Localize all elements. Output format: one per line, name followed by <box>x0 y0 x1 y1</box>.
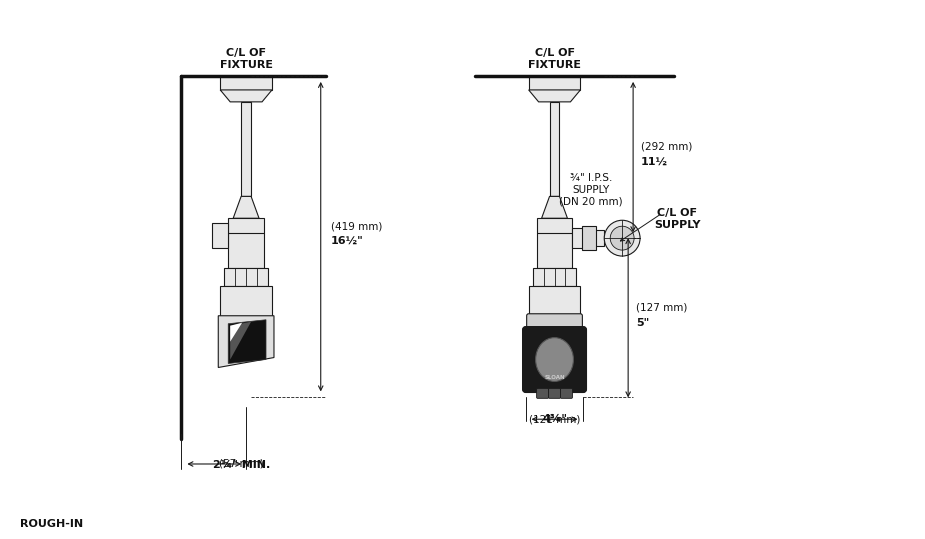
FancyBboxPatch shape <box>241 102 251 196</box>
Text: (121 mm): (121 mm) <box>529 414 580 424</box>
Text: C/L OF
SUPPLY: C/L OF SUPPLY <box>654 208 700 230</box>
FancyBboxPatch shape <box>585 230 604 246</box>
Text: 16½": 16½" <box>330 236 364 246</box>
Text: (57 mm): (57 mm) <box>219 458 264 468</box>
Text: SLOAN: SLOAN <box>544 375 565 380</box>
FancyBboxPatch shape <box>529 76 580 90</box>
FancyBboxPatch shape <box>549 389 561 398</box>
FancyBboxPatch shape <box>224 268 268 286</box>
Polygon shape <box>230 323 242 342</box>
FancyBboxPatch shape <box>536 218 573 268</box>
Polygon shape <box>220 90 272 102</box>
Circle shape <box>604 220 640 256</box>
Text: ¾" I.P.S.
SUPPLY
(DN 20 mm): ¾" I.P.S. SUPPLY (DN 20 mm) <box>560 174 623 206</box>
Text: 11½: 11½ <box>641 156 668 167</box>
FancyBboxPatch shape <box>228 218 264 268</box>
Text: (292 mm): (292 mm) <box>641 142 693 151</box>
Text: 2¼" MIN.: 2¼" MIN. <box>213 460 270 470</box>
Polygon shape <box>228 320 266 363</box>
Polygon shape <box>230 322 251 360</box>
Text: (127 mm): (127 mm) <box>636 303 687 313</box>
FancyBboxPatch shape <box>220 76 272 90</box>
FancyBboxPatch shape <box>529 286 580 316</box>
Polygon shape <box>233 196 259 218</box>
FancyBboxPatch shape <box>523 327 586 392</box>
FancyBboxPatch shape <box>213 223 228 248</box>
FancyBboxPatch shape <box>536 389 549 398</box>
Text: (419 mm): (419 mm) <box>330 221 382 231</box>
Ellipse shape <box>536 337 574 382</box>
FancyBboxPatch shape <box>526 314 583 331</box>
FancyBboxPatch shape <box>561 389 573 398</box>
Polygon shape <box>542 196 567 218</box>
FancyBboxPatch shape <box>583 226 597 250</box>
Text: C/L OF
FIXTURE: C/L OF FIXTURE <box>528 48 581 70</box>
FancyBboxPatch shape <box>533 268 576 286</box>
FancyBboxPatch shape <box>549 102 560 196</box>
Text: C/L OF
FIXTURE: C/L OF FIXTURE <box>219 48 273 70</box>
FancyBboxPatch shape <box>220 286 272 316</box>
Polygon shape <box>218 316 274 368</box>
Polygon shape <box>529 90 580 102</box>
Circle shape <box>610 226 635 250</box>
Text: 4¾": 4¾" <box>542 414 567 424</box>
FancyBboxPatch shape <box>573 228 585 248</box>
Text: ROUGH-IN: ROUGH-IN <box>20 519 83 529</box>
Text: 5": 5" <box>636 317 649 328</box>
